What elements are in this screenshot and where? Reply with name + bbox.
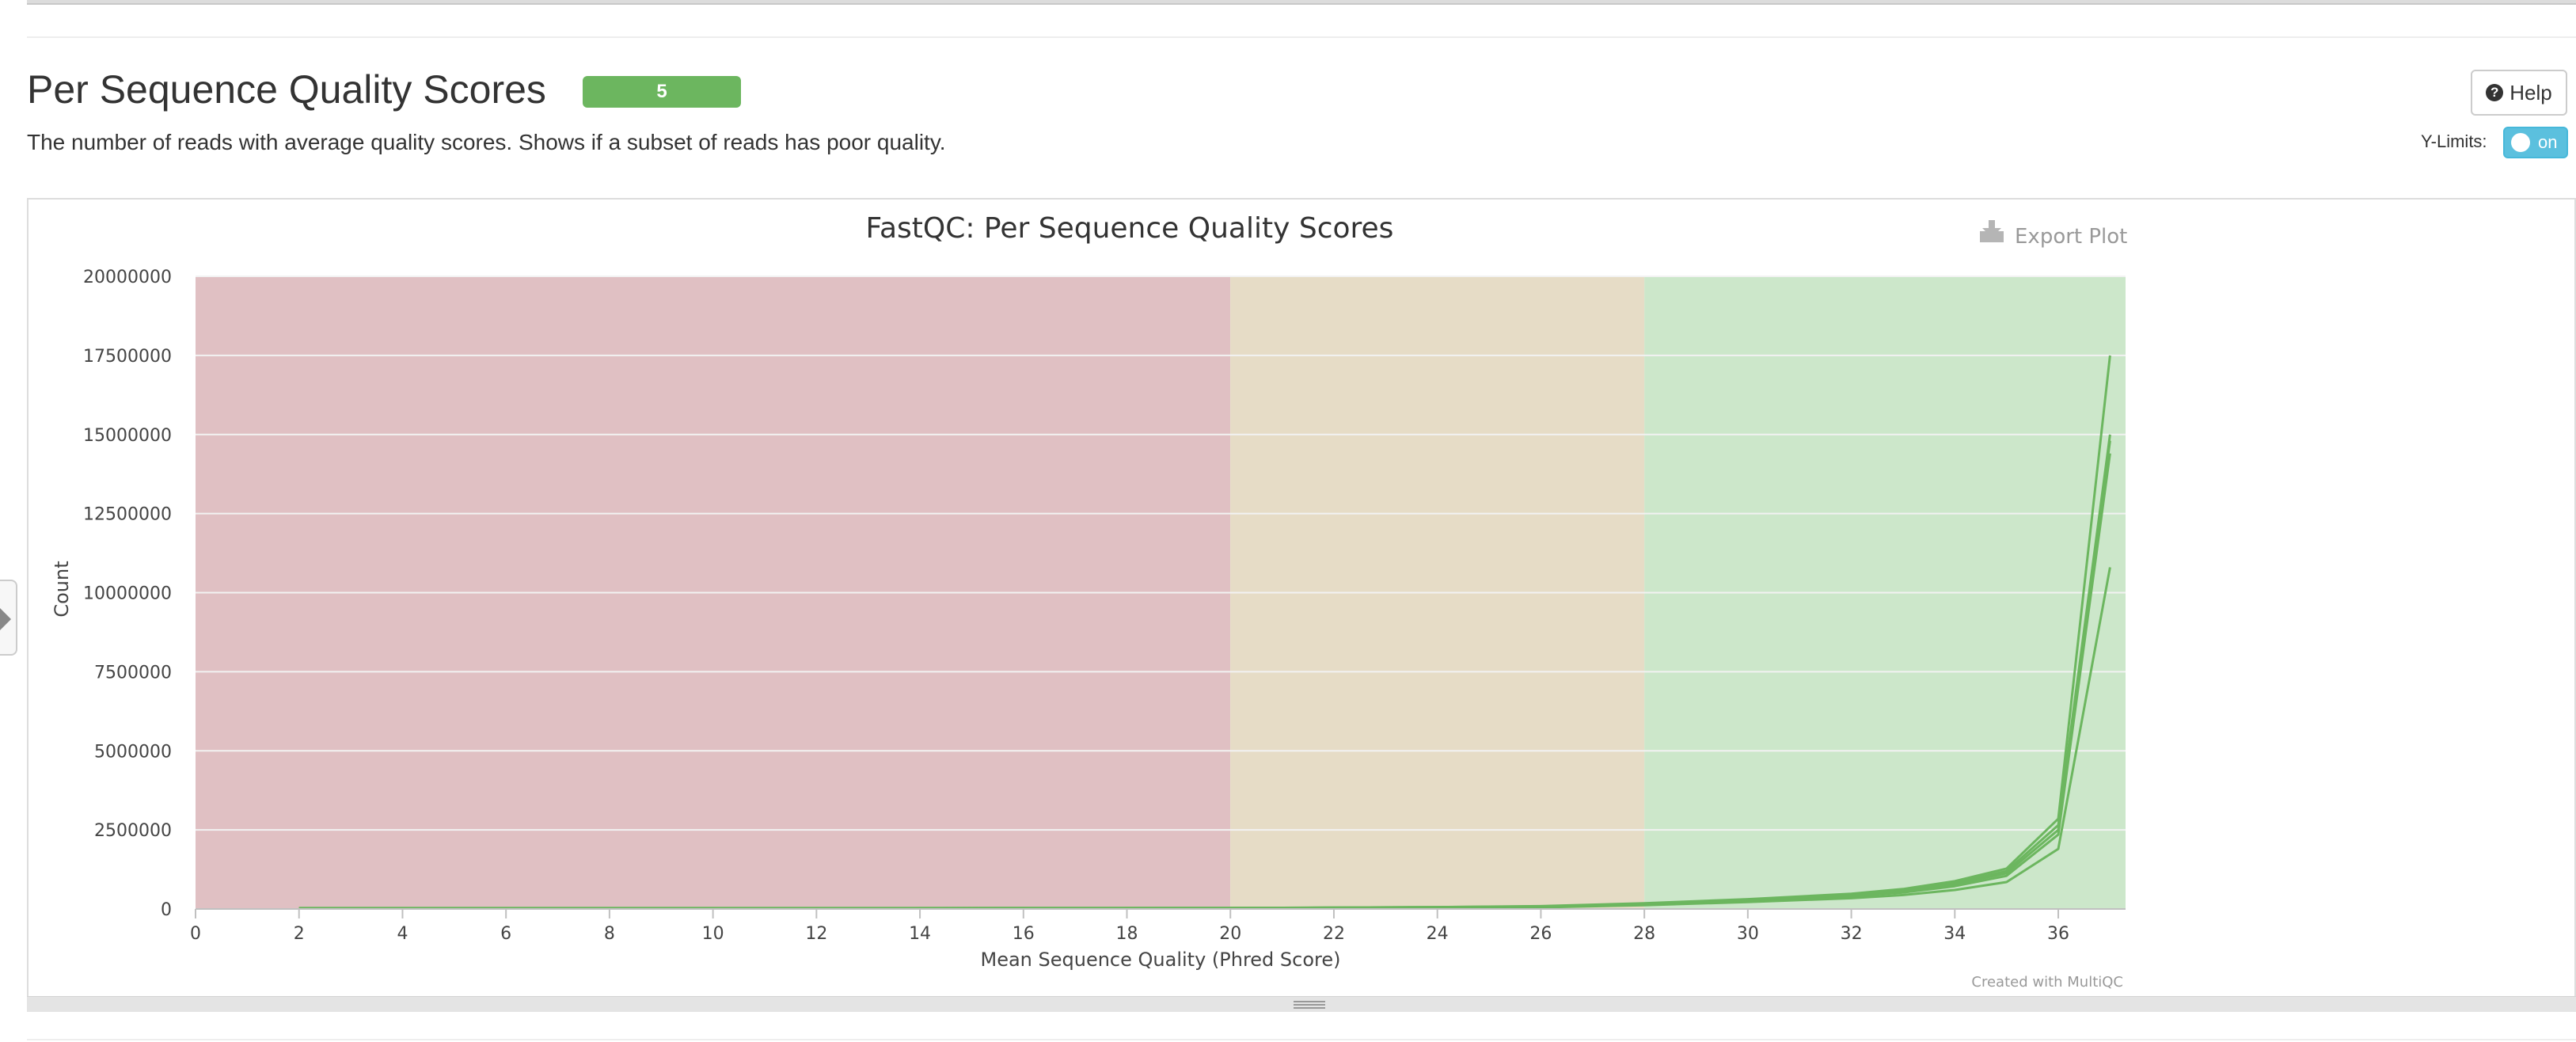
x-tick-label: 28 <box>1633 924 1655 944</box>
x-tick-label: 14 <box>909 924 931 944</box>
chart-title: FastQC: Per Sequence Quality Scores <box>866 212 1394 245</box>
sidebar-toggle-button[interactable] <box>0 580 17 656</box>
y-tick-label: 0 <box>161 900 172 920</box>
y-tick-label: 2500000 <box>94 821 172 841</box>
y-tick-label: 5000000 <box>94 742 172 762</box>
export-plot-label: Export Plot <box>2015 225 2127 249</box>
toggle-knob-icon <box>2511 133 2530 152</box>
x-tick-label: 2 <box>294 924 305 944</box>
x-tick-label: 32 <box>1841 924 1863 944</box>
y-tick-label: 20000000 <box>83 268 172 287</box>
x-tick-label: 16 <box>1013 924 1035 944</box>
x-tick-label: 12 <box>805 924 827 944</box>
section-title: Per Sequence Quality Scores <box>27 67 546 112</box>
y-tick-label: 12500000 <box>83 505 172 525</box>
x-tick-label: 0 <box>190 924 201 944</box>
x-tick-label: 6 <box>500 924 511 944</box>
x-tick-label: 4 <box>397 924 408 944</box>
x-tick-label: 8 <box>604 924 615 944</box>
x-tick-label: 22 <box>1323 924 1345 944</box>
y-tick-label: 7500000 <box>94 663 172 683</box>
section-divider <box>27 36 2576 38</box>
section-description: The number of reads with average quality… <box>27 130 946 154</box>
y-tick-label: 10000000 <box>83 584 172 604</box>
y-tick-label: 17500000 <box>83 347 172 367</box>
grip-icon <box>1294 1001 1325 1009</box>
y-axis-label: Count <box>51 561 73 617</box>
x-tick-label: 18 <box>1116 924 1138 944</box>
caret-right-icon <box>0 608 11 630</box>
status-badge[interactable]: 5 <box>583 76 741 108</box>
ylimits-toggle[interactable]: on <box>2503 127 2568 158</box>
x-axis-label: Mean Sequence Quality (Phred Score) <box>980 949 1340 971</box>
ylimits-toggle-state: on <box>2538 132 2558 152</box>
x-tick-label: 30 <box>1737 924 1759 944</box>
export-plot-button[interactable]: Export Plot <box>1980 220 2127 249</box>
plot-resize-handle[interactable] <box>27 996 2576 1012</box>
top-scroll-strip <box>27 0 2576 5</box>
bottom-divider <box>27 1039 2576 1040</box>
series-line-5[interactable] <box>298 355 2111 910</box>
help-button[interactable]: ? Help <box>2471 70 2567 116</box>
y-tick-label: 15000000 <box>83 426 172 446</box>
x-tick-label: 20 <box>1219 924 1241 944</box>
x-tick-label: 26 <box>1529 924 1552 944</box>
help-button-label: Help <box>2510 80 2552 105</box>
x-tick-label: 24 <box>1427 924 1449 944</box>
download-icon <box>1980 220 2004 242</box>
ylimits-label: Y-Limits: <box>2421 131 2487 151</box>
x-tick-label: 10 <box>702 924 724 944</box>
x-tick-label: 34 <box>1943 924 1966 944</box>
multiqc-credit: Created with MultiQC <box>1971 974 2123 991</box>
question-circle-icon: ? <box>2486 84 2504 101</box>
x-tick-label: 36 <box>2047 924 2069 944</box>
